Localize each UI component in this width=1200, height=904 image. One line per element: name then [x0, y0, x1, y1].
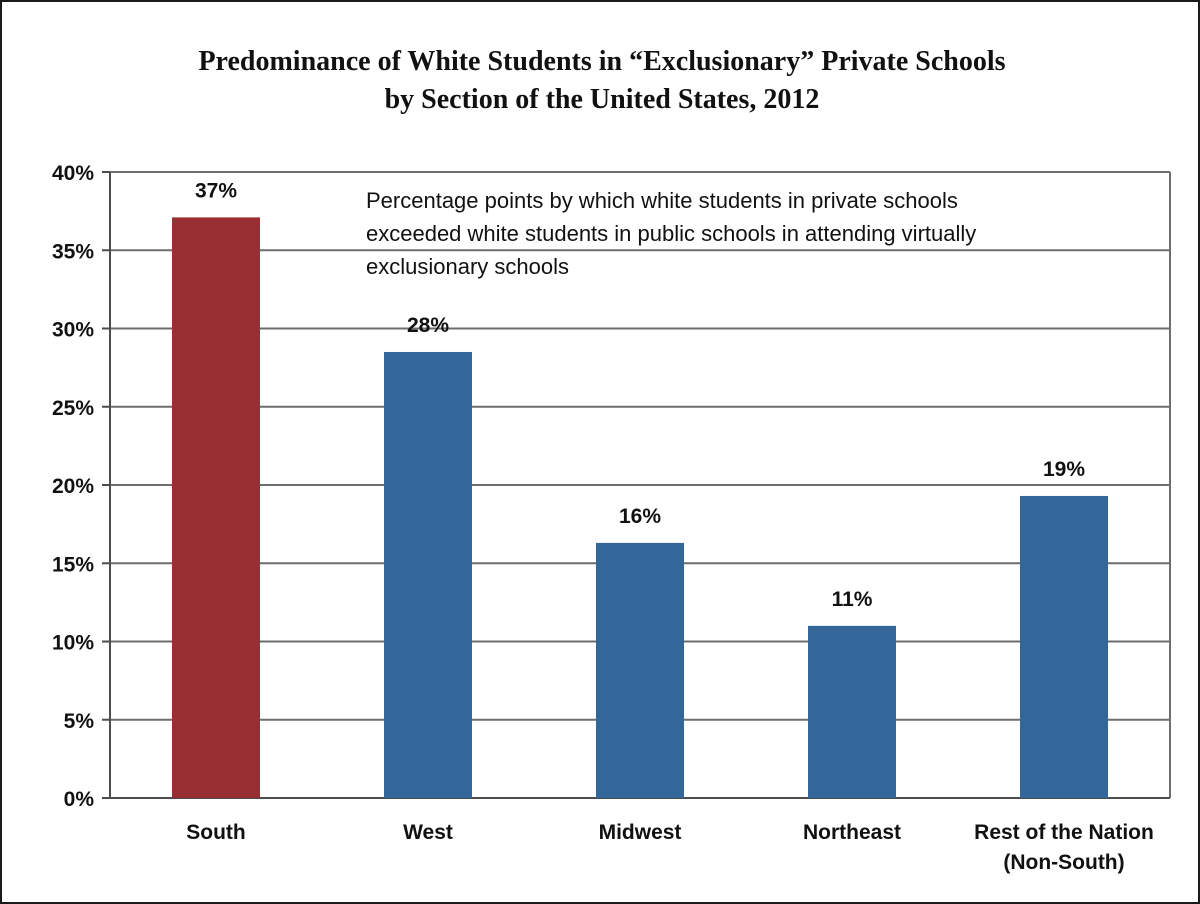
bar	[1020, 495, 1108, 798]
category-label: (Non-South)	[1003, 851, 1124, 874]
category-label: Midwest	[599, 821, 682, 844]
y-tick-label: 10%	[52, 632, 94, 655]
y-tick-label: 0%	[64, 788, 95, 811]
chart-title-line-1: Predominance of White Students in “Exclu…	[198, 46, 1006, 77]
data-label: 11%	[832, 588, 873, 611]
data-label: 16%	[619, 505, 661, 528]
category-label: Northeast	[803, 821, 901, 844]
y-tick-label: 35%	[52, 240, 94, 263]
data-label: 28%	[407, 314, 449, 337]
category-label: West	[403, 821, 453, 844]
y-tick-label: 5%	[64, 710, 95, 733]
category-label: Rest of the Nation	[974, 821, 1154, 844]
chart-annotation-line: exclusionary schools	[366, 254, 569, 279]
bar	[808, 625, 896, 798]
chart-title-line-2: by Section of the United States, 2012	[384, 84, 820, 115]
data-label: 37%	[195, 179, 237, 202]
y-tick-label: 15%	[52, 553, 94, 576]
chart-annotation-line: exceeded white students in public school…	[366, 221, 976, 246]
category-label: South	[186, 821, 245, 844]
y-tick-label: 20%	[52, 475, 94, 498]
y-tick-label: 25%	[52, 397, 94, 420]
bar	[384, 351, 472, 798]
y-tick-label: 30%	[52, 319, 94, 342]
chart-annotation-line: Percentage points by which white student…	[366, 188, 958, 213]
bar	[172, 217, 260, 798]
data-label: 19%	[1043, 458, 1085, 481]
bar	[596, 542, 684, 798]
y-tick-label: 40%	[52, 162, 94, 185]
